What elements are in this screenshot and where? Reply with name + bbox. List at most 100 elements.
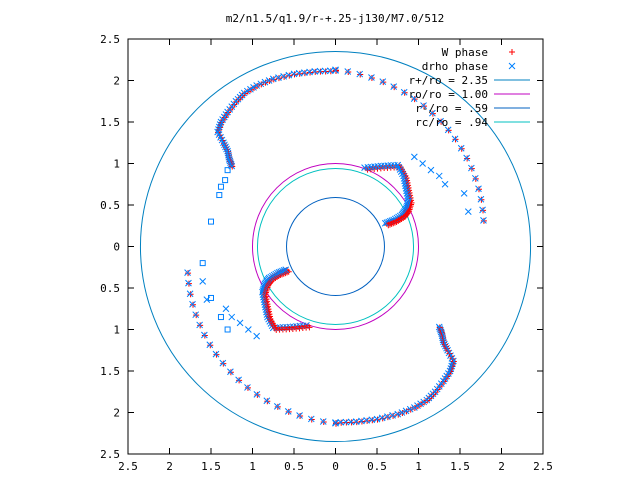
drho-phase-point <box>467 164 475 172</box>
reference-circle <box>286 197 385 296</box>
y-tick-label: 1.5 <box>100 365 120 378</box>
drho-phase-point <box>212 350 220 358</box>
legend-label: drho phase <box>422 60 488 73</box>
drho-phase-point <box>477 195 485 203</box>
square-point <box>199 260 206 267</box>
drho-phase-point <box>475 185 482 193</box>
x-tick-label: 1 <box>415 460 422 473</box>
drho-phase-point <box>342 418 350 426</box>
y-tick-label: 1 <box>113 158 120 171</box>
drho-phase-point <box>319 418 327 425</box>
drho-phase-point <box>460 190 468 197</box>
x-tick-label: 0.5 <box>367 460 387 473</box>
drho-phase-point <box>457 144 465 152</box>
y-tick-label: 1.5 <box>100 116 120 129</box>
drho-phase-point <box>444 126 452 134</box>
square-point <box>217 314 224 321</box>
w-phase-point <box>385 222 392 229</box>
drho-phase-point <box>420 102 427 109</box>
x-tick-label: 0 <box>332 460 339 473</box>
drho-phase-point <box>410 153 418 161</box>
drho-phase-point <box>479 206 486 214</box>
drho-phase-point <box>344 68 352 75</box>
drho-phase-point <box>332 419 339 426</box>
drho-phase-point <box>316 67 324 75</box>
drho-phase-point <box>480 217 487 224</box>
drho-phase-point <box>296 412 303 419</box>
drho-phase-point <box>244 326 252 333</box>
drho-phase-point <box>394 410 402 418</box>
drho-phase-point <box>451 135 459 143</box>
w-phase-point <box>285 268 292 275</box>
legend-marker <box>508 62 516 70</box>
drho-phase-point <box>381 219 389 227</box>
square-point <box>224 167 231 174</box>
x-tick-label: 2.5 <box>118 460 138 473</box>
legend-label: ro/ro = 1.00 <box>409 88 488 101</box>
y-tick-label: 0 <box>113 241 120 254</box>
drho-phase-point <box>417 400 424 408</box>
y-tick-label: 0.5 <box>100 199 120 212</box>
drho-phase-point <box>384 413 391 421</box>
drho-phase-point <box>253 391 261 398</box>
drho-phase-point <box>284 407 292 415</box>
legend-label: r-/ro = .59 <box>415 102 488 115</box>
drho-phase-point <box>437 117 444 125</box>
drho-phase-point <box>464 208 472 215</box>
axis-ticks: 2.5 2 1.5 1 0.5 0 0.5 1 1.5 2 2.52.521.510.500.511… <box>100 33 553 473</box>
drho-phase-point <box>414 402 421 410</box>
drho-phase-point <box>429 109 436 117</box>
x-tick-label: 2.5 <box>533 460 553 473</box>
drho-phase-point <box>185 279 192 287</box>
drho-phase-point <box>263 397 271 405</box>
drho-phase-point <box>389 412 396 419</box>
x-tick-label: 1.5 <box>450 460 470 473</box>
drho-phase-point <box>282 266 290 274</box>
drho-phase-point <box>219 359 227 367</box>
drho-phase-point <box>200 331 208 339</box>
x-tick-label: 1.5 <box>201 460 221 473</box>
y-tick-label: 2 <box>113 75 120 88</box>
drho-phase-point <box>280 267 288 274</box>
x-tick-label: 2 <box>498 460 505 473</box>
drho-phase-point <box>410 404 418 411</box>
drho-phase-point <box>337 418 345 426</box>
reference-circle <box>139 50 532 443</box>
drho-phase-point <box>236 319 244 327</box>
square-point <box>224 326 231 333</box>
drho-phase-point <box>206 341 214 349</box>
drho-phase-point <box>435 323 443 331</box>
drho-phase-point <box>373 415 381 423</box>
drho-phase-point <box>402 407 410 415</box>
drho-phase-point <box>398 409 406 416</box>
drho-phase-point <box>356 70 364 78</box>
drho-phase-point <box>427 166 435 174</box>
drho-phase-point <box>235 376 242 384</box>
drho-phase-point <box>273 403 281 410</box>
legend-label: r+/ro = 2.35 <box>409 74 488 87</box>
x-tick-label: 0.5 <box>284 460 304 473</box>
y-tick-label: 0.5 <box>100 282 120 295</box>
drho-phase-point <box>471 174 479 182</box>
x-tick-label: 2 <box>166 460 173 473</box>
x-tick-label: 1 <box>249 460 256 473</box>
chart-title: m2/n1.5/q1.9/r-+.25-j130/M7.0/512 <box>226 12 445 25</box>
drho-phase-point <box>400 88 408 96</box>
drho-phase-point <box>307 415 315 423</box>
y-tick-label: 2.5 <box>100 448 120 461</box>
drho-phase-point <box>378 414 386 422</box>
drho-phase-point <box>379 78 387 86</box>
legend-label: rc/ro = .94 <box>415 116 488 129</box>
square-point <box>216 192 223 199</box>
drho-phase-point <box>227 368 234 376</box>
drho-phase-point <box>390 83 398 90</box>
drho-phase-point <box>189 300 196 308</box>
reference-circle <box>256 167 415 326</box>
drho-phase-point <box>368 74 375 81</box>
drho-phase-point <box>253 332 261 340</box>
drho-phase-point <box>222 305 230 313</box>
drho-phase-point <box>196 321 204 329</box>
drho-phase-point <box>186 290 194 298</box>
